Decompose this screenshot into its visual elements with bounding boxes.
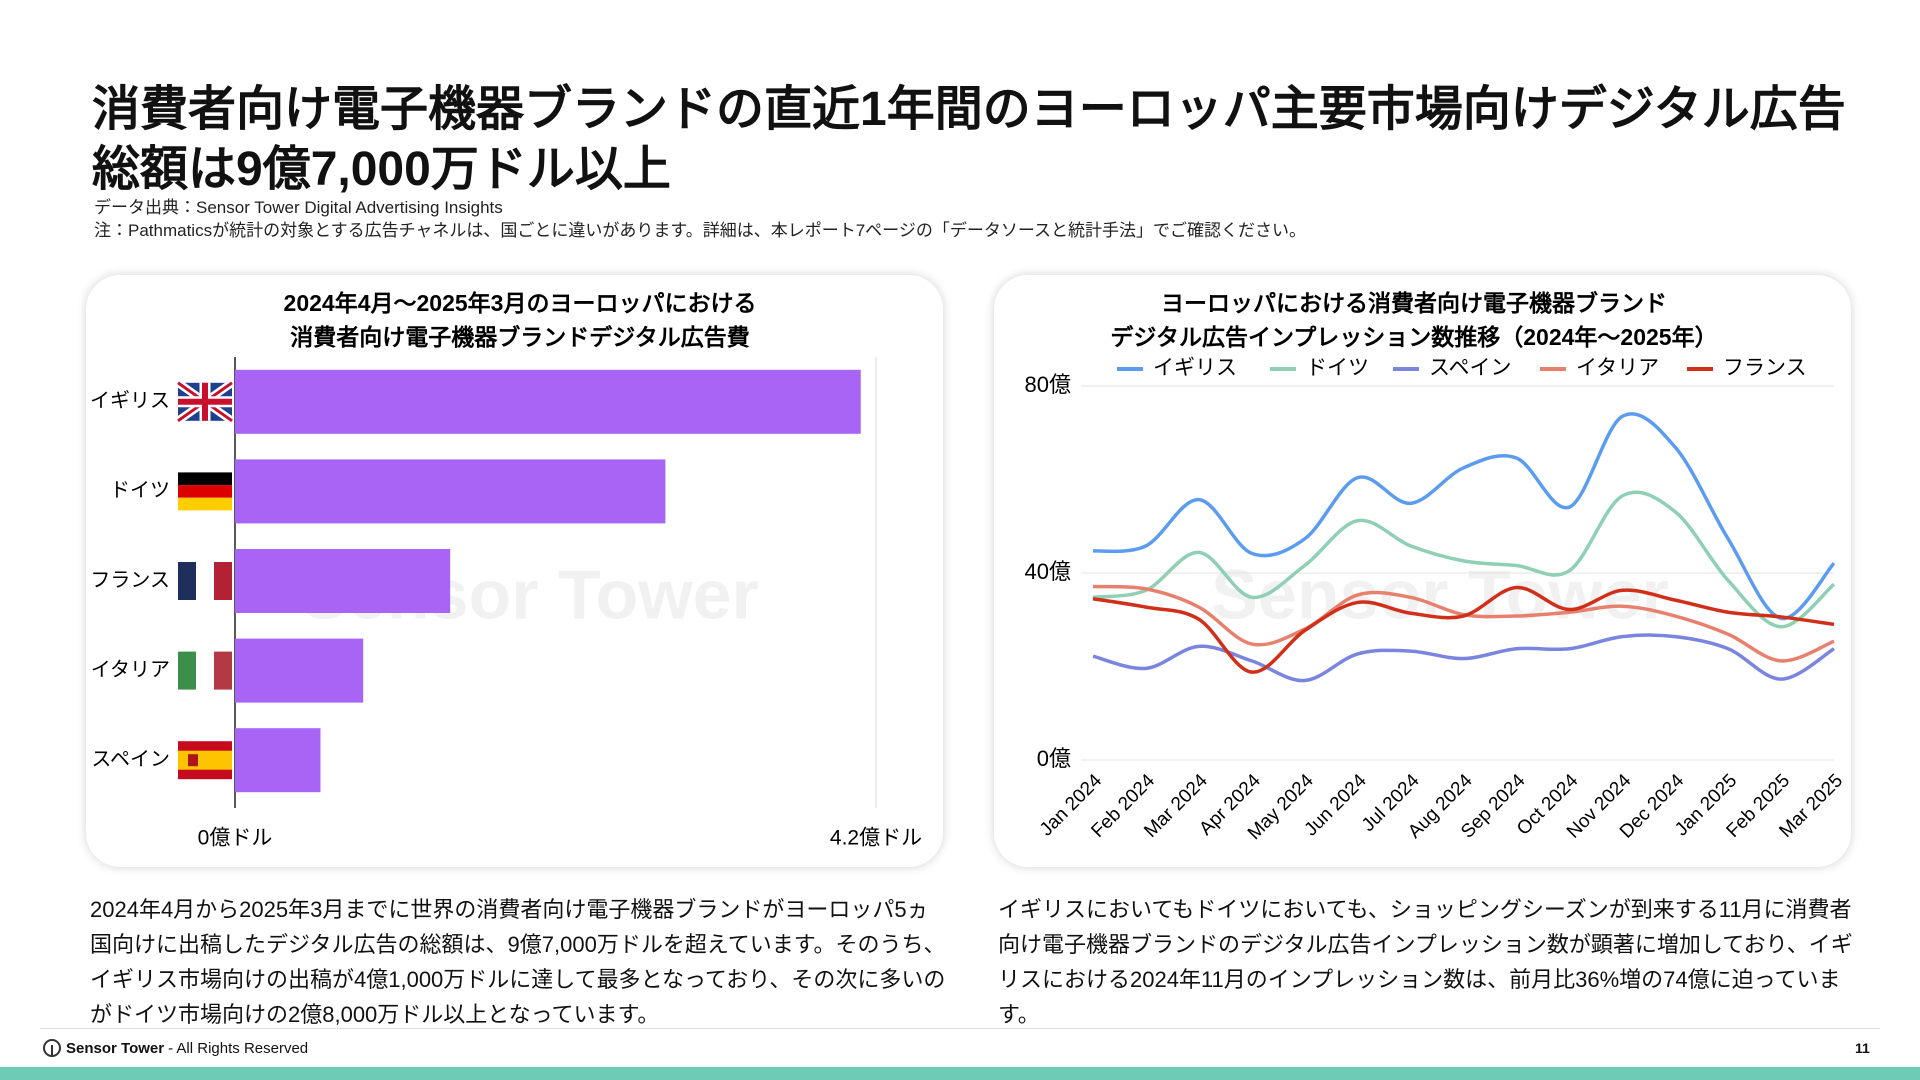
chart-title: 2024年4月～2025年3月のヨーロッパにおける — [284, 290, 757, 316]
chart-panel — [994, 275, 1851, 867]
category-label: フランス — [90, 569, 170, 591]
bar — [235, 638, 364, 703]
flag-part — [178, 562, 196, 600]
legend-label: イタリア — [1576, 357, 1659, 380]
source-note: データ出典：Sensor Tower Digital Advertising I… — [94, 198, 503, 217]
flag — [178, 472, 232, 511]
paragraph: 2024年4月から2025年3月までに世界の消費者向け電子機器ブランドがヨーロッ… — [90, 897, 946, 1027]
flag-part — [178, 750, 232, 770]
footer-brand: Sensor Tower — [66, 1039, 165, 1057]
watermark: Sensor Tower — [1211, 555, 1669, 633]
flag-part — [214, 651, 232, 690]
footer: Sensor Tower - All Rights Reserved — [42, 1038, 308, 1058]
category-label: ドイツ — [110, 480, 170, 502]
chart-title: デジタル広告インプレッション数推移（2024年～2025年） — [1110, 324, 1717, 350]
chart-title: ヨーロッパにおける消費者向け電子機器ブランド — [1161, 290, 1667, 316]
flag — [175, 379, 235, 425]
footer-rights: - All Rights Reserved — [168, 1039, 309, 1057]
flag — [178, 651, 232, 690]
category-label: イギリス — [90, 389, 170, 412]
chart-title: 消費者向け電子機器ブランドデジタル広告費 — [290, 324, 750, 350]
series-line — [1092, 490, 1836, 629]
flag-part — [196, 562, 214, 600]
paragraph: イギリスにおいてもドイツにおいても、ショッピングシーズンが到来する11月に消費者… — [998, 897, 1853, 1027]
y-tick-label: 40億 — [1025, 559, 1071, 584]
flag — [178, 741, 232, 780]
y-tick-label: 80億 — [1025, 372, 1071, 397]
flag-part — [178, 651, 196, 690]
flag-part — [178, 382, 232, 421]
flag-part — [178, 497, 232, 511]
legend-label: ドイツ — [1306, 357, 1369, 380]
flag-part — [178, 472, 232, 486]
bar — [235, 369, 861, 434]
bar — [235, 728, 321, 793]
legend-label: スペイン — [1429, 357, 1512, 380]
series-line — [1092, 633, 1835, 683]
x-tick-label: 0億ドル — [198, 827, 273, 850]
x-tick-label: 4.2億ドル — [830, 827, 922, 850]
bar — [235, 549, 451, 613]
bar — [235, 459, 666, 524]
legend-label: フランス — [1723, 357, 1807, 380]
flag-part — [188, 754, 198, 767]
flag-part — [178, 485, 232, 498]
series-line — [1092, 412, 1836, 621]
divider — [40, 1028, 1880, 1029]
page-title: 消費者向け電子機器ブランドの直近1年間のヨーロッパ主要市場向けデジタル広告総額は… — [92, 83, 1846, 196]
category-label: イタリア — [91, 658, 170, 681]
series-line — [1092, 585, 1835, 674]
category-label: スペイン — [91, 748, 170, 770]
flag-part — [214, 562, 232, 600]
bottom-bar — [0, 1067, 1920, 1080]
legend-label: イギリス — [1153, 357, 1237, 380]
page-number: 11 — [1855, 1040, 1870, 1056]
y-tick-label: 0億 — [1037, 746, 1071, 771]
flag — [178, 562, 232, 600]
footnote: 注：Pathmaticsが統計の対象とする広告チャネルは、国ごとに違いがあります… — [94, 221, 1306, 240]
flag-part — [196, 651, 214, 690]
logo — [43, 1039, 61, 1057]
